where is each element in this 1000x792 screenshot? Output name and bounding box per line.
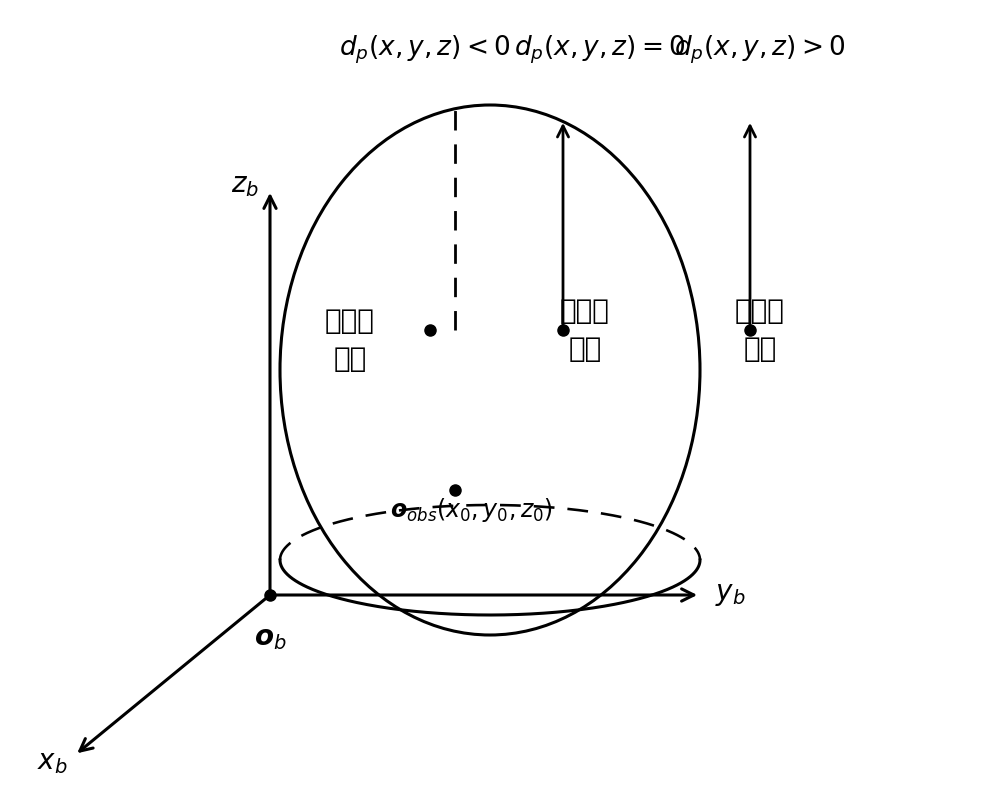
Text: $d_p(x,y,z)<0$: $d_p(x,y,z)<0$: [339, 34, 511, 67]
Text: $d_p(x,y,z)>0$: $d_p(x,y,z)>0$: [674, 34, 846, 67]
Text: 球曲面
上部: 球曲面 上部: [560, 296, 610, 364]
Text: $z_b$: $z_b$: [231, 172, 259, 199]
Text: 球曲面
内部: 球曲面 内部: [325, 307, 375, 374]
Text: $y_b$: $y_b$: [715, 581, 746, 608]
Text: $\boldsymbol{o}_{obs}(x_0, y_0, z_0)$: $\boldsymbol{o}_{obs}(x_0, y_0, z_0)$: [390, 496, 553, 524]
Text: $\boldsymbol{o}_b$: $\boldsymbol{o}_b$: [254, 625, 286, 652]
Text: $\mathbf{\mathit{x}}_b$: $\mathbf{\mathit{x}}_b$: [37, 748, 67, 775]
Text: $d_p(x,y,z)=0$: $d_p(x,y,z)=0$: [514, 34, 686, 67]
Text: 球曲面
外部: 球曲面 外部: [735, 296, 785, 364]
